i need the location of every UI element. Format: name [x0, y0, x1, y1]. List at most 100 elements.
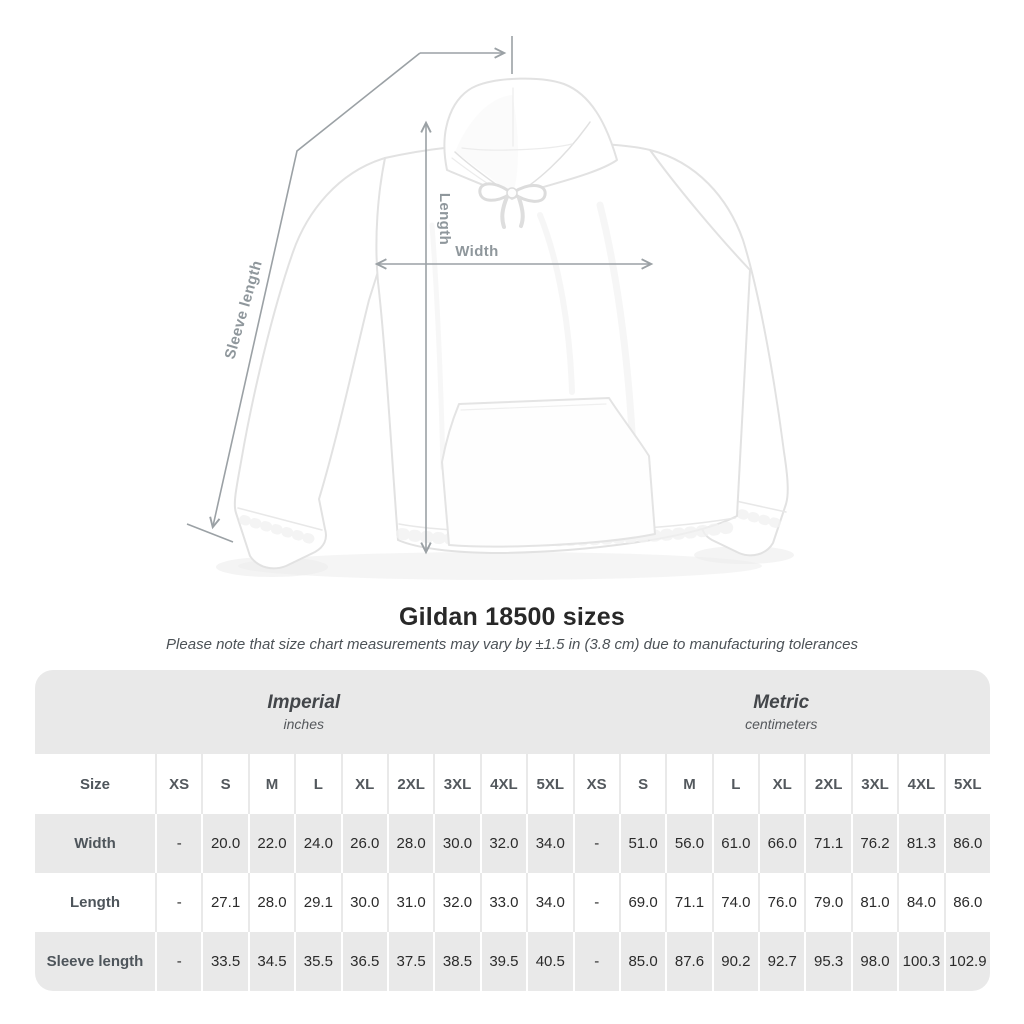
width-label: Width	[455, 243, 499, 260]
size-header-cell: XL	[340, 754, 387, 814]
value-cell-metric: 84.0	[897, 873, 943, 932]
value-cell-metric: 81.3	[897, 814, 943, 873]
size-header-cell: S	[618, 754, 665, 814]
hoodie-shape	[233, 77, 789, 570]
value-cell-imperial: 36.5	[340, 932, 387, 991]
value-cell-imperial: 34.0	[526, 873, 572, 932]
garment-shadow	[216, 546, 794, 580]
size-header-cell: 4XL	[897, 754, 943, 814]
size-header-cell: M	[665, 754, 711, 814]
imperial-group-header: Imperial inches	[35, 670, 573, 754]
value-cell-metric: 102.9	[943, 932, 990, 991]
value-cell-metric: 85.0	[618, 932, 665, 991]
hoodie-illustration: Sleeve length Length Width	[186, 36, 794, 580]
length-label: Length	[436, 193, 453, 245]
row-label: Length	[70, 894, 120, 911]
value-cell-metric: 69.0	[618, 873, 665, 932]
value-cell-metric: 56.0	[665, 814, 711, 873]
metric-unit: centimeters	[745, 716, 818, 732]
value-cell-metric: 74.0	[711, 873, 758, 932]
value-cell-imperial: 27.1	[201, 873, 247, 932]
value-cell-imperial: 24.0	[294, 814, 340, 873]
value-cell-imperial: 29.1	[294, 873, 340, 932]
value-cell-imperial: 32.0	[433, 873, 479, 932]
value-cell-metric: -	[572, 932, 619, 991]
value-cell-imperial: 39.5	[479, 932, 526, 991]
value-cell-metric: 95.3	[804, 932, 850, 991]
size-header-cell: XL	[758, 754, 804, 814]
value-cell-metric: 51.0	[618, 814, 665, 873]
value-cell-metric: 79.0	[804, 873, 850, 932]
value-cell-imperial: 34.5	[247, 932, 294, 991]
sleeve-length-line	[186, 36, 513, 543]
value-cell-imperial: 35.5	[294, 932, 340, 991]
value-cell-metric: 86.0	[943, 814, 990, 873]
value-cell-metric: 87.6	[665, 932, 711, 991]
size-header-cell: L	[711, 754, 758, 814]
value-cell-metric: 71.1	[804, 814, 850, 873]
size-header-cell: XS	[155, 754, 201, 814]
value-cell-metric: 98.0	[850, 932, 897, 991]
size-header-cell: 4XL	[479, 754, 526, 814]
value-cell-imperial: 34.0	[526, 814, 572, 873]
size-header-cell: S	[201, 754, 247, 814]
value-cell-imperial: 22.0	[247, 814, 294, 873]
drawstring-bow	[478, 182, 547, 229]
value-cell-imperial: 33.5	[201, 932, 247, 991]
value-cell-metric: 90.2	[711, 932, 758, 991]
size-header-cell: 2XL	[804, 754, 850, 814]
kangaroo-pocket	[441, 397, 656, 548]
value-cell-imperial: 28.0	[386, 814, 433, 873]
value-cell-imperial: 28.0	[247, 873, 294, 932]
unit-group-band: Imperial inches Metric centimeters	[35, 670, 990, 754]
imperial-label: Imperial	[267, 692, 341, 713]
value-cell-imperial: -	[155, 873, 201, 932]
imperial-unit: inches	[283, 716, 324, 732]
metric-label: Metric	[753, 692, 810, 713]
value-cell-metric: 61.0	[711, 814, 758, 873]
size-header-row: Size XS S M L XL 2XL 3XL 4XL 5XL XS S M L XL 2XL 3XL 4XL…	[35, 754, 990, 814]
value-cell-imperial: 32.0	[479, 814, 526, 873]
size-column-header: Size	[79, 775, 110, 793]
size-header-cell: 3XL	[433, 754, 479, 814]
size-header-cell: 5XL	[943, 754, 990, 814]
value-cell-metric: 66.0	[758, 814, 804, 873]
value-cell-metric: 86.0	[943, 873, 990, 932]
value-cell-metric: 92.7	[758, 932, 804, 991]
left-sleeve	[233, 157, 386, 570]
row-label: Sleeve length	[46, 953, 144, 970]
tolerance-note: Please note that size chart measurements…	[166, 636, 858, 653]
row-label: Width	[74, 835, 116, 852]
value-cell-metric: 76.2	[850, 814, 897, 873]
value-cell-metric: 81.0	[850, 873, 897, 932]
size-table: Imperial inches Metric centimeters Size …	[35, 670, 990, 991]
value-cell-metric: -	[572, 814, 619, 873]
value-cell-metric: -	[572, 873, 619, 932]
value-cell-imperial: 30.0	[433, 814, 479, 873]
value-cell-imperial: 30.0	[340, 873, 387, 932]
size-header-cell: M	[247, 754, 294, 814]
value-cell-metric: 100.3	[897, 932, 943, 991]
metric-group-header: Metric centimeters	[573, 670, 991, 754]
hoodie-diagram: Sleeve length Length Width	[186, 36, 794, 580]
value-cell-imperial: 38.5	[433, 932, 479, 991]
size-header-cell: XS	[572, 754, 619, 814]
size-header-cell: 5XL	[526, 754, 572, 814]
page-title: Gildan 18500 sizes	[399, 603, 625, 631]
table-row: Width -20.0 22.0 24.0 26.0 28.0 30.0 32.0 34.0-5…	[35, 814, 990, 873]
table-row: Sleeve length -33.5 34.5 35.5 36.5 37.5 38.5 39…	[35, 932, 990, 991]
size-header-cell: 3XL	[850, 754, 897, 814]
value-cell-imperial: -	[155, 932, 201, 991]
sleeve-length-label: Sleeve length	[221, 258, 265, 361]
value-cell-imperial: 33.0	[479, 873, 526, 932]
value-cell-imperial: 26.0	[340, 814, 387, 873]
value-cell-metric: 76.0	[758, 873, 804, 932]
value-cell-imperial: 37.5	[386, 932, 433, 991]
table-row: Length -27.1 28.0 29.1 30.0 31.0 32.0 33.0 34.0-…	[35, 873, 990, 932]
value-cell-imperial: 31.0	[386, 873, 433, 932]
value-cell-metric: 71.1	[665, 873, 711, 932]
hood	[443, 77, 618, 200]
value-cell-imperial: 20.0	[201, 814, 247, 873]
size-header-cell: L	[294, 754, 340, 814]
value-cell-imperial: -	[155, 814, 201, 873]
